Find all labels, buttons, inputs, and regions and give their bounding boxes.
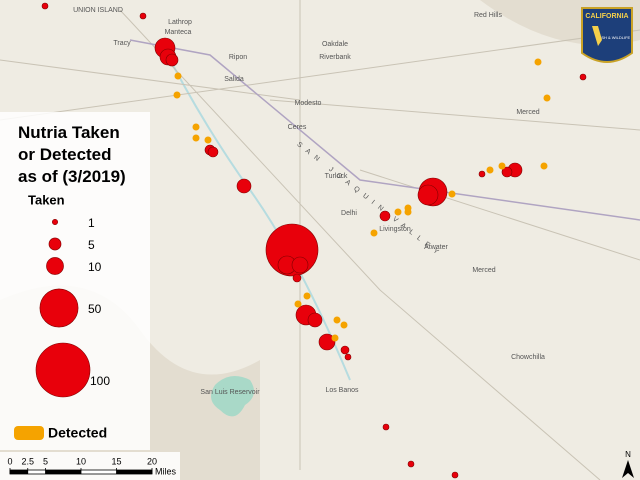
place-label: Ceres <box>288 124 307 131</box>
detected-marker <box>370 229 378 237</box>
legend: Nutria Taken or Detected as of (3/2019) Tak… <box>14 123 126 441</box>
taken-marker <box>344 353 352 361</box>
place-label: UNION ISLAND <box>73 7 123 14</box>
reservoir <box>211 376 254 417</box>
detected-marker <box>498 162 506 170</box>
taken-marker <box>407 460 415 468</box>
detected-marker <box>534 58 542 66</box>
place-label: Merced <box>516 109 539 116</box>
scale-panel <box>0 452 180 480</box>
legend-size-label: 10 <box>88 260 102 274</box>
place-label: Livingston <box>379 226 411 233</box>
markers <box>41 2 587 479</box>
logo-subtitle: FISH & WILDLIFE <box>598 35 631 40</box>
legend-taken-label: Taken <box>28 192 65 207</box>
place-label: Riverbank <box>319 54 351 61</box>
legend-size-label: 100 <box>90 374 110 388</box>
taken-marker <box>207 146 219 158</box>
taken-marker <box>417 184 439 206</box>
scale-tick-label: 5 <box>43 456 48 466</box>
place-label: Chowchilla <box>511 354 545 361</box>
taken-marker <box>478 170 486 178</box>
taken-marker <box>292 273 302 283</box>
logo-state <box>592 26 602 46</box>
legend-size-circle <box>51 219 58 226</box>
taken-marker <box>318 333 336 351</box>
north-arrow <box>622 460 634 478</box>
legend-size-circle <box>35 342 91 398</box>
scale-tick-label: 10 <box>76 456 86 466</box>
scale-tick-label: 0 <box>7 456 12 466</box>
place-label: Modesto <box>295 100 322 107</box>
legend-size-circle <box>39 288 79 328</box>
detected-marker <box>173 91 181 99</box>
detected-marker <box>303 292 311 300</box>
legend-size-circle <box>48 237 62 251</box>
taken-marker <box>382 423 390 431</box>
taken-marker <box>379 210 391 222</box>
detected-marker <box>174 72 182 80</box>
legend-size-circle <box>46 257 64 275</box>
scale-tick-label: 20 <box>147 456 157 466</box>
taken-marker <box>236 178 252 194</box>
taken-marker <box>291 256 309 274</box>
detected-marker <box>204 136 212 144</box>
legend-title: Nutria Taken or Detected as of (3/2019) <box>18 123 126 186</box>
place-label: Tracy <box>113 40 131 47</box>
scale-tick-label: 15 <box>111 456 121 466</box>
detected-marker <box>192 134 200 142</box>
place-label: Los Banos <box>325 387 359 394</box>
taken-marker <box>579 73 587 81</box>
legend-detected-swatch <box>14 426 44 440</box>
logo: CALIFORNIA FISH & WILDLIFE <box>581 7 633 63</box>
legend-detected-label: Detected <box>48 425 107 441</box>
taken-marker <box>451 471 459 479</box>
detected-marker <box>331 334 339 342</box>
place-label: Red Hills <box>474 12 503 19</box>
scale-bar-segment <box>45 470 81 474</box>
legend-size-label: 50 <box>88 302 102 316</box>
detected-marker <box>192 123 200 131</box>
legend-size-label: 5 <box>88 238 95 252</box>
detected-marker <box>486 166 494 174</box>
detected-marker <box>333 316 341 324</box>
taken-marker <box>139 12 147 20</box>
logo-shield <box>581 7 633 63</box>
detected-marker <box>540 162 548 170</box>
place-label: Lathrop <box>168 19 192 26</box>
detected-marker <box>394 208 402 216</box>
place-label: Atwater <box>424 244 448 251</box>
detected-marker <box>448 190 456 198</box>
scale-bar-segment <box>116 470 152 474</box>
detected-marker <box>340 321 348 329</box>
north-label: N <box>625 450 631 459</box>
place-label: Turlock <box>325 173 348 180</box>
taken-marker <box>307 312 323 328</box>
taken-marker <box>165 53 179 67</box>
place-label: Merced <box>472 267 495 274</box>
place-label: Ripon <box>229 54 247 61</box>
place-label: San Luis Reservoir <box>200 389 260 396</box>
taken-marker <box>501 166 513 178</box>
place-label: Oakdale <box>322 41 348 48</box>
detected-marker <box>404 208 412 216</box>
scale-tick-label: 2.5 <box>21 456 34 466</box>
detected-marker <box>543 94 551 102</box>
detected-marker <box>294 300 302 308</box>
place-label: Delhi <box>341 210 357 217</box>
taken-marker <box>41 2 49 10</box>
taken-marker <box>340 345 350 355</box>
legend-size-label: 1 <box>88 216 95 230</box>
scale-bar-segment <box>10 470 28 474</box>
place-label: Manteca <box>165 29 192 36</box>
place-label: Salida <box>224 76 244 83</box>
scale-unit: Miles <box>155 466 177 476</box>
logo-title: CALIFORNIA <box>585 13 628 20</box>
